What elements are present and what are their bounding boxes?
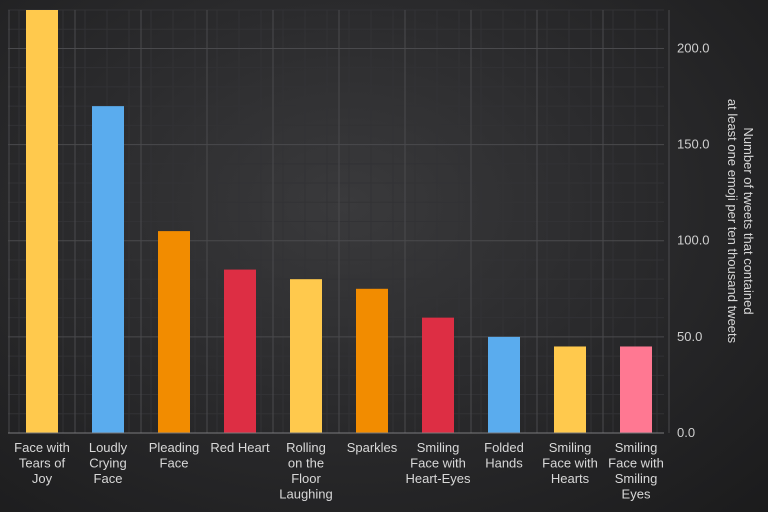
x-tick-label: Pleading Face <box>149 440 200 471</box>
bar-pleading-face <box>158 231 190 433</box>
bar-smiling-face-with-heart-eyes <box>422 317 454 433</box>
bar-sparkles <box>356 288 388 433</box>
bar-layer <box>26 10 652 434</box>
y-tick-label: 0.0 <box>677 425 695 440</box>
y-tick-label: 50.0 <box>677 329 702 344</box>
bar-red-heart <box>224 269 256 433</box>
x-tick-label: Smiling Face with Smiling Eyes <box>608 440 664 502</box>
x-tick-label: Smiling Face with Heart-Eyes <box>405 440 471 486</box>
y-tick-label: 100.0 <box>677 233 710 248</box>
bar-smiling-face-with-hearts <box>554 346 586 433</box>
y-axis-title-text: Number of tweets that containedat least … <box>725 99 756 344</box>
bar-face-with-tears-of-joy <box>26 10 58 433</box>
x-tick-label: Loudly Crying Face <box>89 440 128 486</box>
bar-smiling-face-with-smiling-eyes <box>620 346 652 433</box>
x-tick-label: Sparkles <box>347 440 398 455</box>
y-axis-title: Number of tweets that containedat least … <box>725 99 756 344</box>
y-tick-label: 200.0 <box>677 40 710 55</box>
y-tick-label: 150.0 <box>677 137 710 152</box>
x-tick-label: Folded Hands <box>484 440 524 471</box>
label-layer: 0.0 50.0 100.0 150.0 200.0 Face with Tears of J… <box>14 40 756 501</box>
x-tick-label: Smiling Face with Hearts <box>542 440 598 486</box>
x-tick-label: Red Heart <box>210 440 270 455</box>
bar-loudly-crying-face <box>92 106 124 434</box>
bar-rolling-on-the-floor-laughing <box>290 279 322 433</box>
x-tick-label: Face with Tears of Joy <box>14 440 70 486</box>
bar-folded-hands <box>488 336 520 433</box>
x-tick-label: Rolling on the Floor Laughing <box>279 440 333 502</box>
